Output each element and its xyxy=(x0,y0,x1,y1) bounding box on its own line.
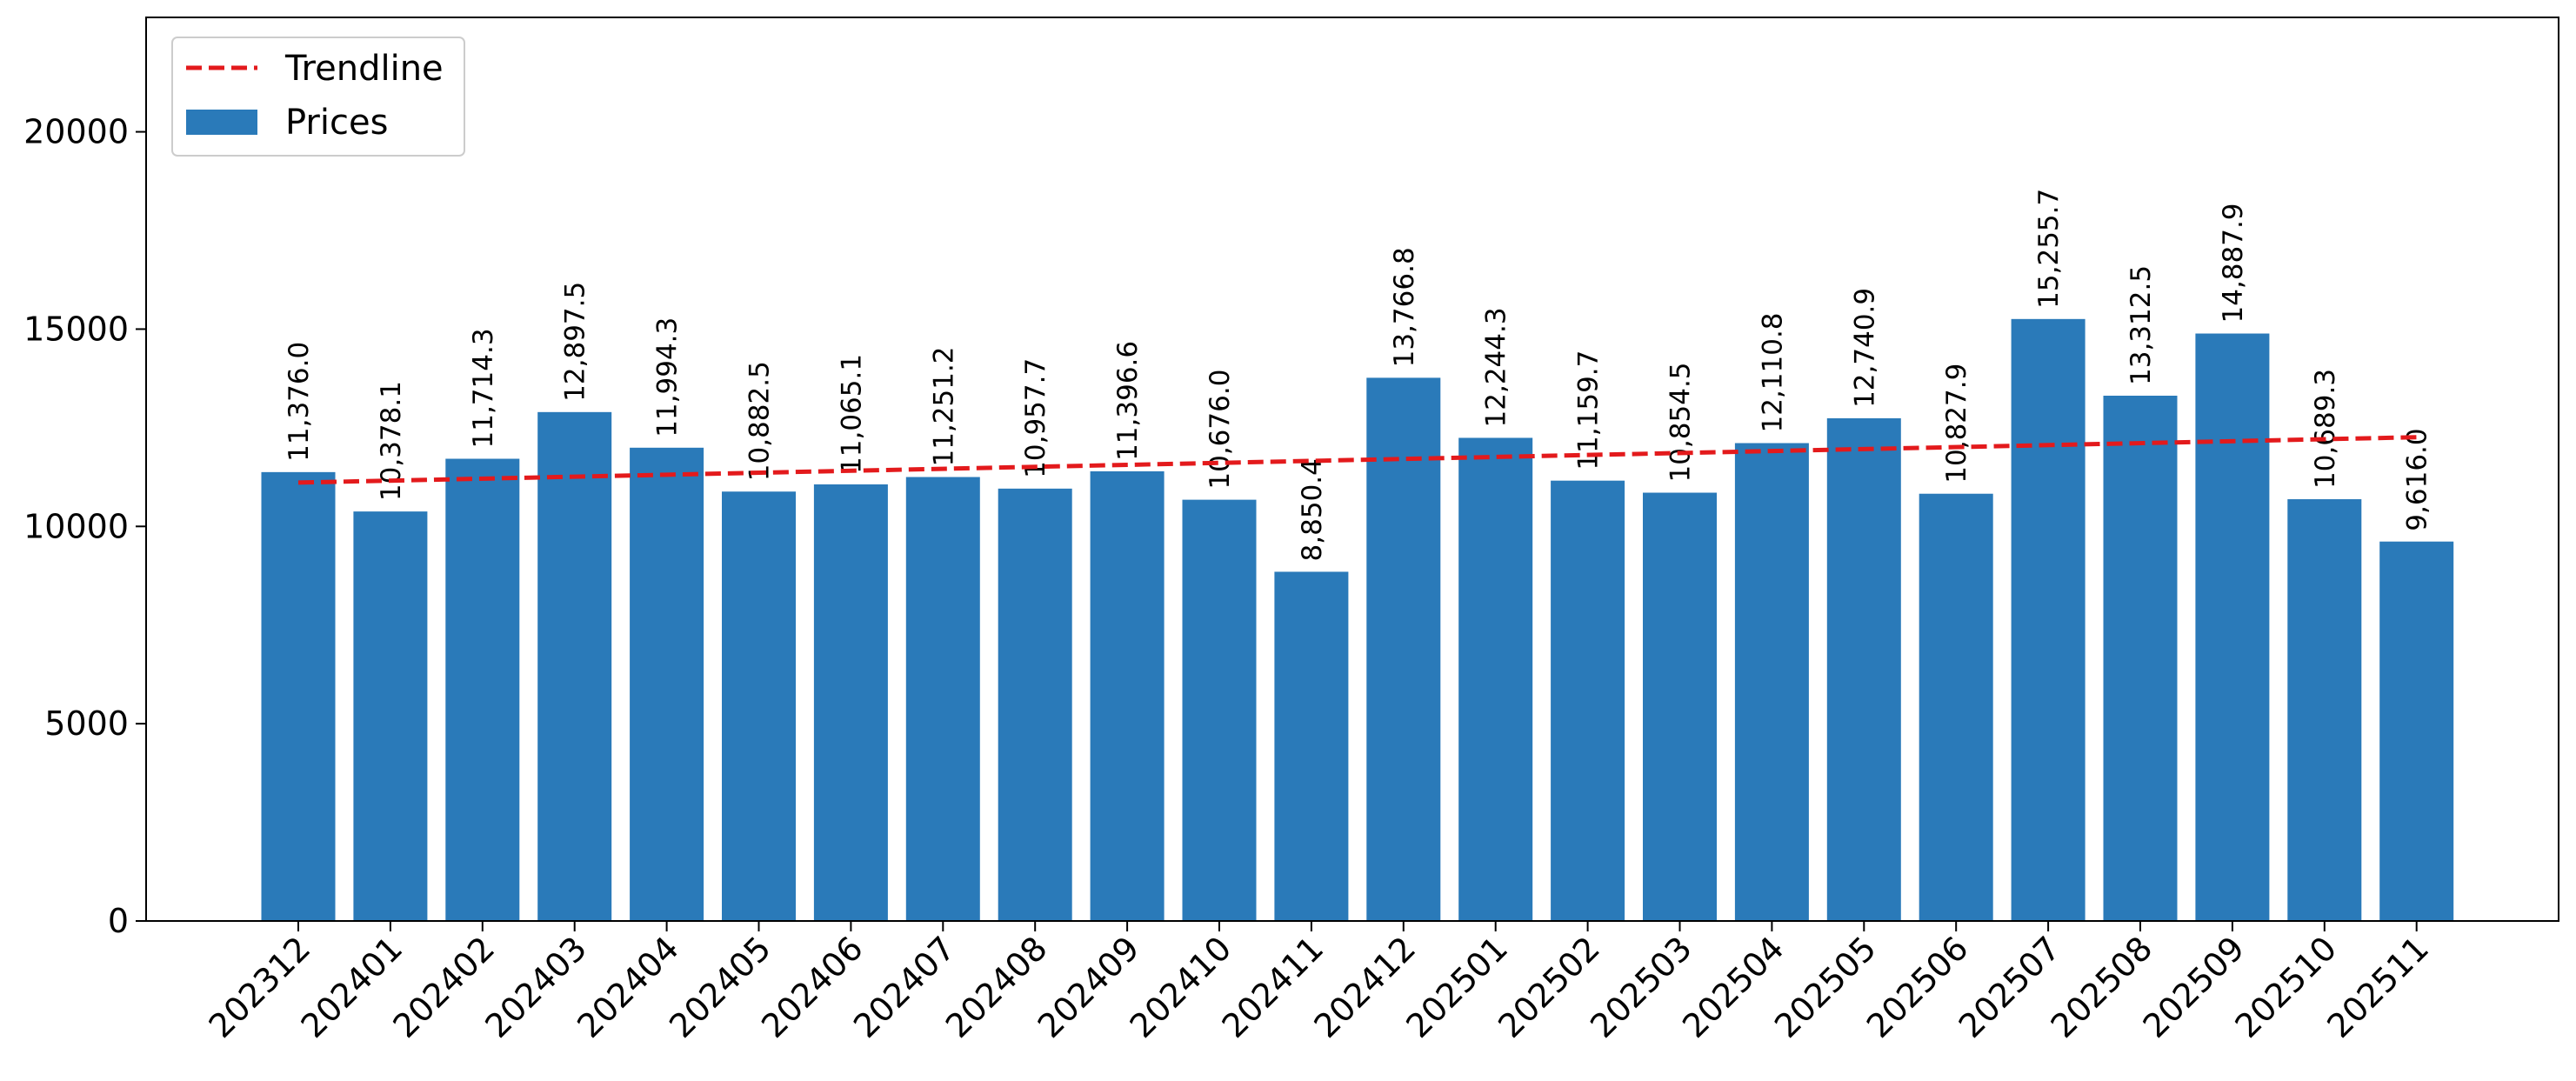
x-axis: 2023122024012024022024032024042024052024… xyxy=(202,921,2436,1045)
x-tick-label: 202408 xyxy=(938,929,1055,1045)
bar-202501 xyxy=(1458,437,1533,921)
x-tick-label: 202404 xyxy=(570,929,686,1045)
bar-value-label: 13,312.5 xyxy=(2126,265,2157,385)
bar-202511 xyxy=(2379,541,2454,921)
bar-202509 xyxy=(2195,333,2270,921)
x-tick-label: 202504 xyxy=(1675,929,1792,1045)
x-tick-label: 202312 xyxy=(202,929,318,1045)
x-tick-label: 202401 xyxy=(294,929,410,1045)
bar-202507 xyxy=(2011,318,2085,921)
bar-202408 xyxy=(998,488,1072,921)
bar-202406 xyxy=(813,484,888,921)
bar-value-label: 11,065.1 xyxy=(836,354,867,474)
bar-202409 xyxy=(1090,470,1165,921)
bar-value-label: 11,994.3 xyxy=(652,317,684,437)
x-tick-label: 202506 xyxy=(1859,929,1976,1045)
x-tick-label: 202509 xyxy=(2136,929,2252,1045)
y-tick-label: 0 xyxy=(108,902,129,940)
x-tick-label: 202410 xyxy=(1123,929,1239,1045)
bar-202312 xyxy=(261,471,336,921)
y-tick-label: 10000 xyxy=(23,507,129,545)
x-tick-label: 202402 xyxy=(385,929,502,1045)
bar-202510 xyxy=(2287,499,2362,921)
legend-prices-label: Prices xyxy=(285,103,388,143)
x-tick-label: 202505 xyxy=(1767,929,1884,1045)
bar-202506 xyxy=(1919,493,1993,921)
bar-202404 xyxy=(630,447,704,921)
y-tick-label: 5000 xyxy=(44,704,129,743)
bar-202503 xyxy=(1643,492,1717,921)
bar-202411 xyxy=(1274,571,1349,921)
bar-value-label: 14,887.9 xyxy=(2218,203,2249,323)
bar-202401 xyxy=(353,511,428,921)
bar-labels-group: 11,376.0 10,378.1 11,714.3 12,897.5 11,994.3… xyxy=(284,189,2433,562)
bar-value-label: 15,255.7 xyxy=(2033,189,2065,309)
x-tick-label: 202510 xyxy=(2227,929,2344,1045)
bar-202505 xyxy=(1826,417,1901,921)
x-tick-label: 202411 xyxy=(1215,929,1331,1045)
bar-value-label: 10,827.9 xyxy=(1941,364,1972,484)
bar-value-label: 12,110.8 xyxy=(1757,312,1788,432)
x-tick-label: 202403 xyxy=(477,929,594,1045)
bar-value-label: 11,376.0 xyxy=(284,342,315,462)
bar-202504 xyxy=(1734,443,1809,921)
x-tick-label: 202405 xyxy=(662,929,778,1045)
bar-value-label: 12,244.3 xyxy=(1481,307,1512,427)
bar-value-label: 11,396.6 xyxy=(1112,341,1144,461)
legend: Trendline Prices xyxy=(171,37,465,157)
x-tick-label: 202407 xyxy=(846,929,963,1045)
x-tick-label: 202507 xyxy=(1952,929,2068,1045)
bar-value-label: 11,159.7 xyxy=(1573,350,1605,470)
y-tick-label: 20000 xyxy=(23,113,129,151)
bar-value-label: 8,850.4 xyxy=(1297,458,1328,561)
bars-group xyxy=(261,318,2454,922)
bar-value-label: 10,957.7 xyxy=(1020,358,1051,478)
x-tick-label: 202503 xyxy=(1583,929,1699,1045)
y-tick-label: 15000 xyxy=(23,310,129,348)
bar-202402 xyxy=(445,458,520,921)
x-tick-label: 202508 xyxy=(2044,929,2160,1045)
x-tick-label: 202406 xyxy=(754,929,871,1045)
bar-value-label: 13,766.8 xyxy=(1389,247,1420,367)
bar-202508 xyxy=(2103,395,2178,921)
bar-202412 xyxy=(1366,377,1441,922)
bar-value-label: 12,897.5 xyxy=(560,282,591,402)
x-tick-label: 202409 xyxy=(1031,929,1147,1045)
plot-frame xyxy=(145,17,2559,922)
bar-value-label: 11,251.2 xyxy=(928,346,959,466)
x-tick-label: 202502 xyxy=(1491,929,1607,1045)
bar-value-label: 10,854.5 xyxy=(1665,362,1697,482)
bar-value-label: 9,616.0 xyxy=(2402,428,2433,530)
x-tick-label: 202511 xyxy=(2319,929,2436,1045)
bar-value-label: 10,882.5 xyxy=(744,361,776,481)
bar-202405 xyxy=(722,491,796,921)
bar-202403 xyxy=(537,411,612,922)
bar-202502 xyxy=(1551,480,1625,921)
bar-202407 xyxy=(905,477,980,921)
legend-trendline-label: Trendline xyxy=(284,49,444,89)
bar-value-label: 10,378.1 xyxy=(376,381,407,501)
bar-value-label: 12,740.9 xyxy=(1849,288,1880,408)
y-axis: 0 5000 10000 15000 20000 xyxy=(23,113,146,940)
bar-202410 xyxy=(1182,499,1257,921)
bar-value-label: 11,714.3 xyxy=(468,328,499,448)
trendline xyxy=(297,435,2417,485)
legend-prices-swatch xyxy=(186,110,257,135)
x-tick-label: 202501 xyxy=(1398,929,1515,1045)
bar-value-label: 10,689.3 xyxy=(2310,369,2341,489)
x-tick-label: 202412 xyxy=(1306,929,1423,1045)
bar-value-label: 10,676.0 xyxy=(1205,370,1236,490)
